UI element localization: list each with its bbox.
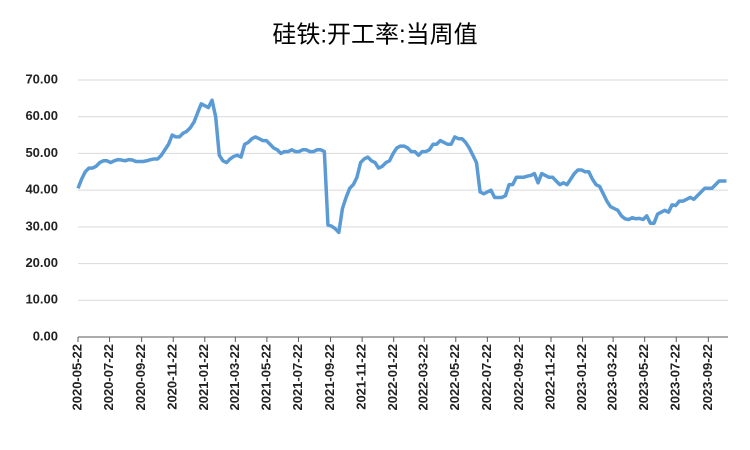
y-tick-label: 0.00 <box>33 328 58 343</box>
x-tick-label: 2020-07-22 <box>101 344 116 411</box>
y-tick-label: 10.00 <box>25 292 58 307</box>
x-tick-label: 2023-09-22 <box>700 344 715 411</box>
x-tick-label: 2021-01-22 <box>196 344 211 411</box>
x-tick-label: 2021-05-22 <box>258 344 273 411</box>
x-tick-label: 2021-09-22 <box>322 344 337 411</box>
chart-title: 硅铁:开工率:当周值 <box>272 21 477 48</box>
x-tick-label: 2021-07-22 <box>290 344 305 411</box>
x-tick-label: 2022-09-22 <box>511 344 526 411</box>
y-tick-label: 50.00 <box>25 145 58 160</box>
x-tick-label: 2022-11-22 <box>542 344 557 410</box>
x-tick-label: 2022-05-22 <box>447 344 462 411</box>
x-tick-label: 2023-07-22 <box>668 344 683 411</box>
y-tick-label: 60.00 <box>25 108 58 123</box>
x-tick-label: 2022-07-22 <box>479 344 494 411</box>
x-tick-label: 2023-01-22 <box>574 344 589 411</box>
line-series <box>76 98 727 235</box>
x-tick-label: 2020-09-22 <box>133 344 148 411</box>
x-tick-label: 2022-01-22 <box>385 344 400 411</box>
y-tick-label: 40.00 <box>25 182 58 197</box>
x-tick-label: 2020-05-22 <box>69 344 84 411</box>
x-tick-label: 2021-03-22 <box>227 344 242 411</box>
y-tick-label: 20.00 <box>25 255 58 270</box>
x-tick-label: 2023-05-22 <box>636 344 651 411</box>
x-tick-label: 2020-11-22 <box>165 344 180 410</box>
y-tick-label: 30.00 <box>25 218 58 233</box>
y-tick-label: 70.00 <box>25 71 58 86</box>
x-tick-label: 2021-11-22 <box>354 344 369 410</box>
x-tick-label: 2023-03-22 <box>605 344 620 411</box>
x-tick-label: 2022-03-22 <box>416 344 431 411</box>
